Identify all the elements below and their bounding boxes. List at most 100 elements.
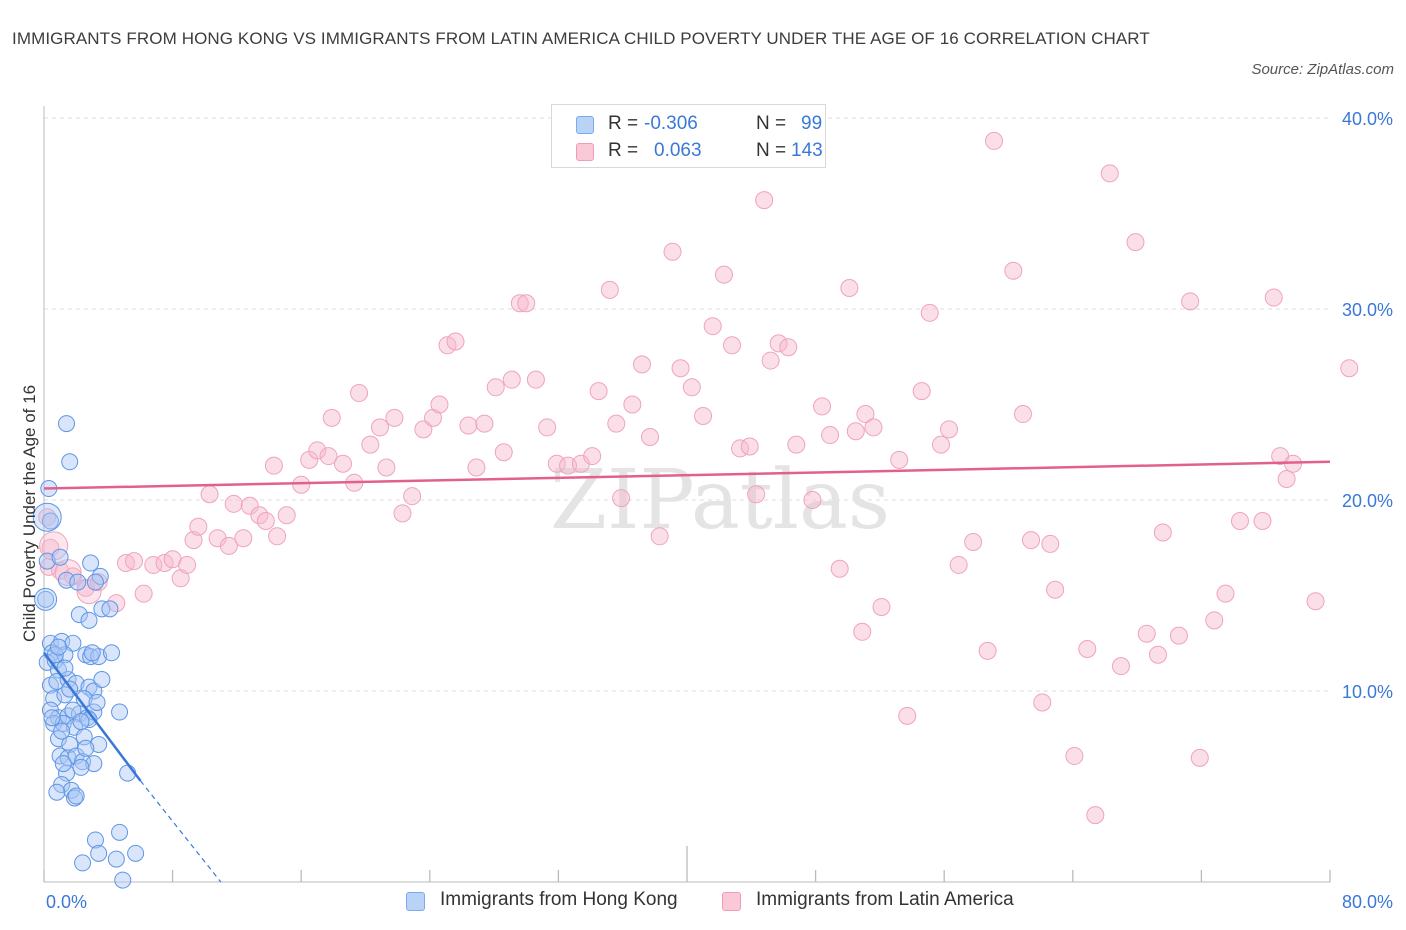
latin-america-point <box>813 397 832 416</box>
latin-america-point <box>319 447 338 466</box>
latin-america-point <box>1041 534 1060 553</box>
hong-kong-point <box>86 573 104 591</box>
latin-america-point <box>931 435 950 454</box>
latin-america-point <box>134 584 153 603</box>
latin-america-point <box>467 458 486 477</box>
latin-america-point <box>779 338 798 357</box>
latin-america-point <box>1046 580 1065 599</box>
y-axis-title: Child Poverty Under the Age of 16 <box>20 384 39 642</box>
latin-america-trend-line <box>43 460 1331 490</box>
latin-america-point <box>1065 746 1084 765</box>
hong-kong-point <box>70 606 88 624</box>
hong-kong-trend-extension <box>139 780 222 883</box>
n-value: 99 <box>801 113 823 134</box>
latin-america-point <box>538 418 557 437</box>
latin-america-point <box>39 557 58 576</box>
latin-america-point <box>840 278 859 297</box>
hong-kong-point <box>61 453 79 471</box>
latin-america-point <box>769 334 788 353</box>
latin-america-point <box>446 332 465 351</box>
hong-kong-point <box>41 512 59 530</box>
latin-america-point <box>1086 806 1105 825</box>
latin-america-point <box>898 706 917 725</box>
hong-kong-point <box>37 590 55 608</box>
latin-america-point <box>985 131 1004 150</box>
latin-america-point <box>740 437 759 456</box>
latin-america-point <box>632 355 651 374</box>
hong-kong-point <box>91 567 109 585</box>
latin-america-point <box>377 458 396 477</box>
latin-america-point <box>1190 748 1209 767</box>
latin-america-point <box>494 443 513 462</box>
hong-kong-point <box>56 686 74 704</box>
latin-america-point <box>787 435 806 454</box>
latin-america-point <box>385 408 404 427</box>
n-value: 143 <box>791 140 823 161</box>
r-value: -0.306 <box>644 113 698 134</box>
hong-kong-point <box>74 854 92 872</box>
legend-swatch-pink <box>576 143 594 161</box>
latin-america-point <box>200 485 219 504</box>
hong-kong-point <box>72 758 90 776</box>
hong-kong-point <box>58 415 76 433</box>
hong-kong-point <box>54 755 72 773</box>
latin-america-point <box>517 294 536 313</box>
latin-america-point <box>1100 164 1119 183</box>
hong-kong-point <box>67 787 85 805</box>
latin-america-point <box>76 579 102 605</box>
latin-america-point <box>219 536 238 555</box>
latin-america-point <box>723 336 742 355</box>
latin-america-point <box>268 527 287 546</box>
hong-kong-point <box>90 844 108 862</box>
latin-america-point <box>308 441 327 460</box>
legend-swatch-blue <box>576 116 594 134</box>
latin-america-point <box>853 622 872 641</box>
hong-kong-point <box>88 693 106 711</box>
latin-america-point <box>350 384 369 403</box>
latin-america-point <box>583 447 602 466</box>
latin-america-point <box>1181 292 1200 311</box>
latin-america-point <box>964 533 983 552</box>
latin-america-point <box>475 414 494 433</box>
latin-america-point <box>703 317 722 336</box>
latin-america-point <box>502 370 521 389</box>
latin-america-point <box>486 378 505 397</box>
hong-kong-point <box>127 844 145 862</box>
latin-america-point <box>189 517 208 536</box>
latin-america-point <box>1112 657 1131 676</box>
latin-america-point <box>1148 645 1167 664</box>
hong-kong-point <box>38 552 56 570</box>
hong-kong-point <box>51 548 69 566</box>
latin-america-point <box>864 418 883 437</box>
latin-america-point <box>846 422 865 441</box>
hong-kong-point <box>103 644 121 662</box>
latin-america-point <box>1277 469 1296 488</box>
latin-america-point <box>755 191 774 210</box>
latin-america-point <box>256 512 275 531</box>
latin-america-point <box>393 504 412 523</box>
latin-america-point <box>747 485 766 504</box>
latin-america-point <box>641 427 660 446</box>
latin-america-point <box>856 405 875 424</box>
y-tick-label: 40.0% <box>1342 109 1393 129</box>
latin-america-point <box>949 555 968 574</box>
latin-america-point <box>663 242 682 261</box>
latin-america-point <box>1216 584 1235 603</box>
latin-america-point <box>650 527 669 546</box>
latin-america-point <box>144 555 163 574</box>
hong-kong-point <box>86 831 104 849</box>
latin-america-point <box>430 395 449 414</box>
latin-america-point <box>234 529 253 548</box>
latin-america-point <box>1078 639 1097 658</box>
latin-america-point <box>671 359 690 378</box>
watermark: ZIPatlas <box>550 453 890 548</box>
latin-america-point <box>322 408 341 427</box>
source-label: Source: ZipAtlas.com <box>1251 61 1394 78</box>
latin-america-point <box>1306 592 1325 611</box>
latin-america-point <box>1230 512 1249 531</box>
latin-america-point <box>830 559 849 578</box>
latin-america-point <box>714 265 733 284</box>
latin-america-point <box>178 555 197 574</box>
latin-america-point <box>940 420 959 439</box>
hong-kong-point <box>111 823 129 841</box>
